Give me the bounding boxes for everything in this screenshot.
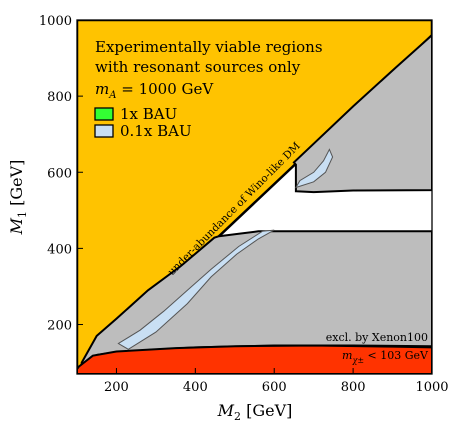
y-tick-label: 600 [47, 166, 72, 181]
y-tick-label: 800 [47, 90, 72, 105]
plot-frame [76, 19, 433, 375]
x-tick-label: 800 [341, 380, 366, 395]
x-tick-label: 400 [183, 380, 208, 395]
annotation-line-2: with resonant sources only [95, 58, 301, 76]
x-axis-ticks: 200 400 600 800 1000 [104, 368, 449, 395]
chargino-annotation: mχ± < 103 GeV [342, 349, 429, 365]
x-tick-label: 1000 [415, 380, 448, 395]
x-tick-label: 200 [104, 380, 129, 395]
x-tick-label: 600 [262, 380, 287, 395]
region-bau-01x-lower [117, 229, 275, 350]
annotation-line-1: Experimentally viable regions [95, 38, 323, 56]
y-tick-label: 400 [47, 242, 72, 257]
region-bau-01x-upper [294, 148, 334, 189]
legend: 1x BAU 0.1x BAU [94, 105, 192, 140]
y-tick-label: 1000 [39, 14, 72, 29]
xenon-annotation: excl. by Xenon100 [326, 331, 428, 344]
y-tick-label: 200 [47, 319, 72, 334]
region-excluded-chargino [77, 344, 432, 374]
annotation-line-3: mA = 1000 GeV [95, 80, 214, 101]
legend-swatch-01x-bau [94, 124, 114, 138]
y-axis-ticks: 200 400 600 800 1000 [39, 14, 83, 334]
y-axis-label: M1 [GeV] [7, 160, 29, 236]
legend-label-1x-bau: 1x BAU [120, 105, 177, 123]
legend-swatch-1x-bau [94, 107, 114, 121]
x-axis-label: M2 [GeV] [217, 401, 293, 423]
plot-regions [77, 20, 432, 374]
legend-label-01x-bau: 0.1x BAU [120, 122, 192, 140]
